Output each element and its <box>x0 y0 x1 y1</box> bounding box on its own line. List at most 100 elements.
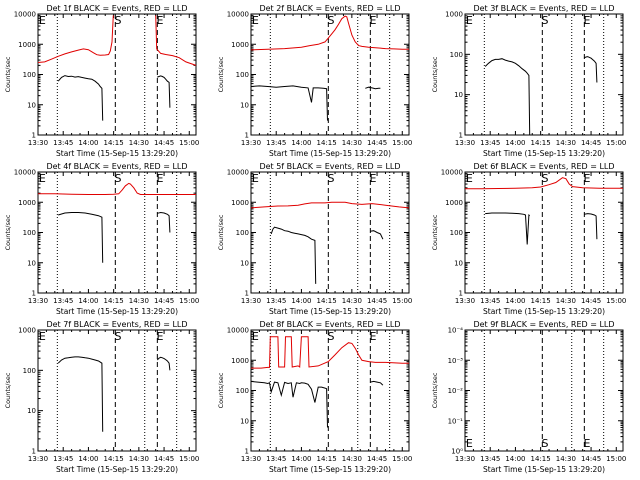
events-series-line <box>156 356 171 371</box>
y-tick-label: 10000 <box>227 327 249 335</box>
x-tick-label: 13:30 <box>28 297 48 305</box>
x-tick-label: 14:30 <box>342 139 362 147</box>
interval-marker-s: S <box>327 330 334 343</box>
events-series-line <box>370 380 384 386</box>
x-tick-label: 14:00 <box>505 139 525 147</box>
interval-marker-e: E <box>157 172 164 185</box>
y-tick-label: 1000 <box>18 41 36 49</box>
x-tick-label: 14:45 <box>581 139 601 147</box>
y-tick-label: 1000 <box>18 199 36 207</box>
interval-marker-s: S <box>114 330 121 343</box>
y-tick-label: 1 <box>245 290 249 298</box>
panel-title: Det 8f BLACK = Events, RED = LLD <box>259 320 400 329</box>
panel-det-1: Det 1f BLACK = Events, RED = LLD Counts/s… <box>4 4 199 158</box>
x-tick-label: 15:00 <box>392 455 412 463</box>
panel-title: Det 5f BLACK = Events, RED = LLD <box>259 162 400 171</box>
x-axis-label: Start Time (15-Sep-15 13:29:20) <box>269 307 391 316</box>
y-axis-label: Counts/sec <box>217 214 225 250</box>
y-tick-label: 1000 <box>231 41 249 49</box>
y-axis-label: Counts/sec <box>4 372 12 408</box>
interval-marker-s: S <box>541 437 548 450</box>
y-tick-label: 10000 <box>14 169 36 177</box>
y-axis-label: Counts/sec <box>217 372 225 408</box>
x-tick-label: 14:15 <box>104 297 124 305</box>
y-tick-label: 1 <box>245 448 249 456</box>
events-series-line <box>58 212 104 263</box>
x-tick-label: 14:00 <box>505 297 525 305</box>
plot-frame <box>250 13 410 136</box>
x-tick-label: 13:45 <box>266 297 286 305</box>
x-tick-label: 13:30 <box>28 139 48 147</box>
x-tick-label: 14:15 <box>317 297 337 305</box>
x-tick-label: 14:30 <box>556 455 576 463</box>
y-tick-label: 100 <box>450 51 463 59</box>
x-tick-label: 13:45 <box>53 139 73 147</box>
y-tick-label: 10000 <box>227 11 249 19</box>
x-tick-label: 14:30 <box>342 455 362 463</box>
y-axis-label: Counts/sec <box>431 56 439 92</box>
y-tick-label: 10 <box>240 259 249 267</box>
y-axis-label: Counts/sec <box>4 214 12 250</box>
panel-det-5: Det 5f BLACK = Events, RED = LLD Counts/s… <box>217 162 412 316</box>
y-tick-label: 10 <box>27 407 36 415</box>
interval-marker-s: S <box>541 172 548 185</box>
x-axis-label: Start Time (15-Sep-15 13:29:20) <box>269 149 391 158</box>
x-tick-label: 13:30 <box>28 455 48 463</box>
y-tick-label: 10 <box>27 101 36 109</box>
lld-series-line <box>250 201 410 209</box>
plot-frame <box>250 171 410 294</box>
x-tick-label: 13:45 <box>480 139 500 147</box>
lld-series-line <box>465 177 623 190</box>
x-tick-label: 13:30 <box>455 455 475 463</box>
panel-title: Det 3f BLACK = Events, RED = LLD <box>473 4 614 13</box>
x-tick-label: 14:45 <box>581 297 601 305</box>
events-series-line <box>57 356 104 432</box>
x-axis-label: Start Time (15-Sep-15 13:29:20) <box>483 307 605 316</box>
events-series-line <box>250 85 328 121</box>
x-tick-label: 14:00 <box>291 139 311 147</box>
interval-marker-s: S <box>114 172 121 185</box>
plot-frame <box>37 171 197 294</box>
x-tick-label: 15:00 <box>606 139 626 147</box>
panel-title: Det 2f BLACK = Events, RED = LLD <box>259 4 400 13</box>
plot-frame <box>464 171 624 294</box>
x-tick-label: 14:15 <box>104 139 124 147</box>
panel-det-2: Det 2f BLACK = Events, RED = LLD Counts/s… <box>217 4 412 158</box>
x-axis-label: Start Time (15-Sep-15 13:29:20) <box>483 465 605 474</box>
y-tick-label: 10 <box>27 259 36 267</box>
x-tick-label: 14:30 <box>129 139 149 147</box>
panel-det-7: Det 7f BLACK = Events, RED = LLD Counts/s… <box>4 320 199 474</box>
x-tick-label: 14:45 <box>367 139 387 147</box>
interval-marker-e: E <box>370 330 377 343</box>
events-series-line <box>485 212 531 245</box>
x-tick-label: 13:45 <box>480 455 500 463</box>
interval-marker-e: E <box>157 14 164 27</box>
interval-marker-e: E <box>39 172 46 185</box>
panel-title: Det 7f BLACK = Events, RED = LLD <box>46 320 187 329</box>
x-tick-label: 13:30 <box>455 297 475 305</box>
events-series-line <box>365 86 381 90</box>
x-axis-label: Start Time (15-Sep-15 13:29:20) <box>56 149 178 158</box>
interval-marker-e: E <box>370 14 377 27</box>
interval-marker-e: E <box>466 437 473 450</box>
y-tick-label: 1 <box>32 448 36 456</box>
events-series-line <box>370 230 384 240</box>
x-axis-label: Start Time (15-Sep-15 13:29:20) <box>269 465 391 474</box>
y-tick-label: 100 <box>23 367 36 375</box>
x-tick-label: 14:30 <box>129 297 149 305</box>
plot-frame <box>464 329 624 452</box>
x-tick-label: 13:30 <box>241 455 261 463</box>
y-tick-label: 10⁻⁴ <box>448 327 464 335</box>
y-tick-label: 10⁻² <box>448 387 464 395</box>
y-tick-label: 1000 <box>231 199 249 207</box>
x-tick-label: 14:00 <box>291 455 311 463</box>
x-tick-label: 14:45 <box>154 297 174 305</box>
lld-series-line <box>250 15 409 51</box>
panel-det-4: Det 4f BLACK = Events, RED = LLD Counts/s… <box>4 162 199 316</box>
events-series-line <box>584 56 598 83</box>
interval-marker-e: E <box>252 330 259 343</box>
interval-marker-e: E <box>39 330 46 343</box>
x-tick-label: 14:00 <box>78 297 98 305</box>
x-tick-label: 13:30 <box>241 297 261 305</box>
